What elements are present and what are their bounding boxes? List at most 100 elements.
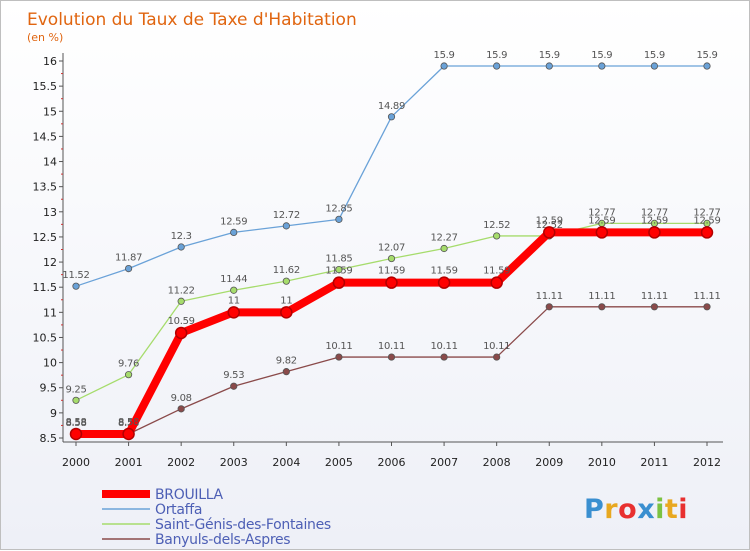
data-label: 12.52: [483, 220, 510, 231]
data-label: 11.11: [693, 291, 720, 302]
data-label: 9.76: [118, 359, 139, 370]
x-tick-label: 2003: [220, 456, 248, 469]
y-tick-label: 9: [50, 407, 57, 420]
x-tick-label: 2001: [115, 456, 143, 469]
data-point: [385, 276, 398, 289]
data-label: 11.52: [62, 270, 89, 281]
data-label: 8.58: [118, 417, 139, 428]
data-label: 10.11: [483, 341, 510, 352]
data-label: 15.9: [486, 50, 507, 61]
data-point: [543, 226, 556, 239]
y-tick-label: 13: [43, 206, 57, 219]
data-label: 12.59: [220, 216, 247, 227]
data-label: 9.25: [65, 384, 86, 395]
data-label: 11.87: [115, 253, 142, 264]
data-label: 8.58: [65, 418, 86, 429]
x-tick-label: 2004: [272, 456, 300, 469]
data-point: [230, 382, 238, 390]
data-point: [335, 266, 343, 274]
x-tick-label: 2007: [430, 456, 458, 469]
data-label: 10.11: [325, 341, 352, 352]
data-label: 11.59: [431, 266, 458, 277]
data-point: [493, 62, 501, 70]
x-tick-label: 2000: [62, 456, 90, 469]
y-tick-label: 9.5: [40, 382, 58, 395]
y-tick-label: 14: [43, 156, 57, 169]
y-tick-label: 12: [43, 256, 57, 269]
data-point: [650, 303, 659, 311]
data-label: 9.82: [276, 356, 297, 367]
data-point: [69, 427, 83, 441]
data-label: 11.85: [325, 254, 352, 265]
y-tick-label: 14.5: [33, 130, 58, 143]
y-tick-label: 16: [43, 55, 57, 68]
data-label: 11: [280, 295, 292, 306]
logo-letter: i: [655, 494, 665, 525]
x-tick-label: 2010: [588, 456, 616, 469]
data-point: [595, 226, 609, 239]
series-ortaffa: 11.52 11.87 12.3 12.59 12.72 12.85 14.89 15.9 15…: [62, 50, 718, 290]
plot-area: 11.52 11.87 12.3 12.59 12.72 12.85 14.89 15.9 15…: [62, 50, 721, 441]
data-label: 11.11: [641, 291, 668, 302]
data-point: [230, 286, 238, 294]
logo-letter: t: [665, 494, 678, 525]
data-label: 10.11: [378, 341, 405, 352]
data-point: [332, 276, 346, 289]
data-point: [72, 282, 80, 290]
data-point: [122, 427, 135, 441]
data-point: [493, 353, 501, 361]
data-point: [282, 277, 290, 285]
data-point: [440, 62, 448, 70]
data-label: 11.44: [220, 274, 247, 285]
data-point: [598, 303, 606, 311]
data-point: [387, 113, 396, 121]
data-label: 10.59: [168, 316, 195, 327]
data-point: [72, 396, 80, 404]
data-point: [700, 226, 714, 239]
logo-letter: x: [637, 494, 655, 525]
data-label: 11.59: [483, 266, 510, 277]
data-label: 12.85: [325, 203, 352, 214]
data-point: [282, 368, 290, 376]
data-point: [335, 215, 343, 223]
data-point: [703, 303, 711, 311]
data-point: [493, 232, 501, 240]
logo-letter: r: [604, 494, 618, 525]
data-label: 12.77: [693, 207, 720, 218]
y-tick-label: 11.5: [33, 281, 58, 294]
data-label: 10.11: [431, 341, 458, 352]
axes: 8.5 9 9.5 10 10.5 11 11.5 12 12.5 13 13.5 14 14.5 15 1…: [33, 53, 723, 469]
data-label: 12.77: [588, 207, 615, 218]
data-label: 12.77: [641, 207, 668, 218]
x-tick-label: 2008: [483, 456, 511, 469]
data-label: 11.62: [273, 265, 300, 276]
data-point: [437, 276, 451, 289]
data-label: 15.9: [696, 50, 717, 61]
y-tick-label: 8.5: [40, 432, 58, 445]
data-point: [124, 371, 133, 379]
y-tick-label: 15: [43, 105, 57, 118]
data-point: [440, 353, 448, 361]
legend-label: Ortaffa: [155, 502, 202, 518]
data-point: [280, 306, 293, 319]
data-label: 12.59: [588, 215, 615, 226]
y-tick-label: 15.5: [33, 80, 58, 93]
y-tick-label: 11: [43, 306, 57, 319]
logo-letter: o: [618, 494, 637, 525]
data-point: [648, 226, 661, 239]
data-label: 11.11: [588, 291, 615, 302]
series-banyuls-dels-aspres: 8.58 8.58 9.08 9.53 9.82 10.11 10.11 10.11 10.11…: [65, 291, 721, 438]
logo-text: Proxiti: [584, 494, 688, 525]
data-label: 9.08: [171, 393, 192, 404]
data-point: [227, 306, 240, 319]
data-label: 11.59: [378, 266, 405, 277]
legend: BROUILLAOrtaffaSaint-Génis-des-Fontaines…: [102, 487, 331, 548]
data-point: [440, 244, 448, 253]
data-label: 12.72: [273, 210, 300, 221]
data-label: 15.9: [591, 50, 612, 61]
data-label: 15.9: [644, 50, 665, 61]
chart-title: Evolution du Taux de Taxe d'Habitation: [27, 10, 357, 30]
data-point: [177, 243, 185, 251]
